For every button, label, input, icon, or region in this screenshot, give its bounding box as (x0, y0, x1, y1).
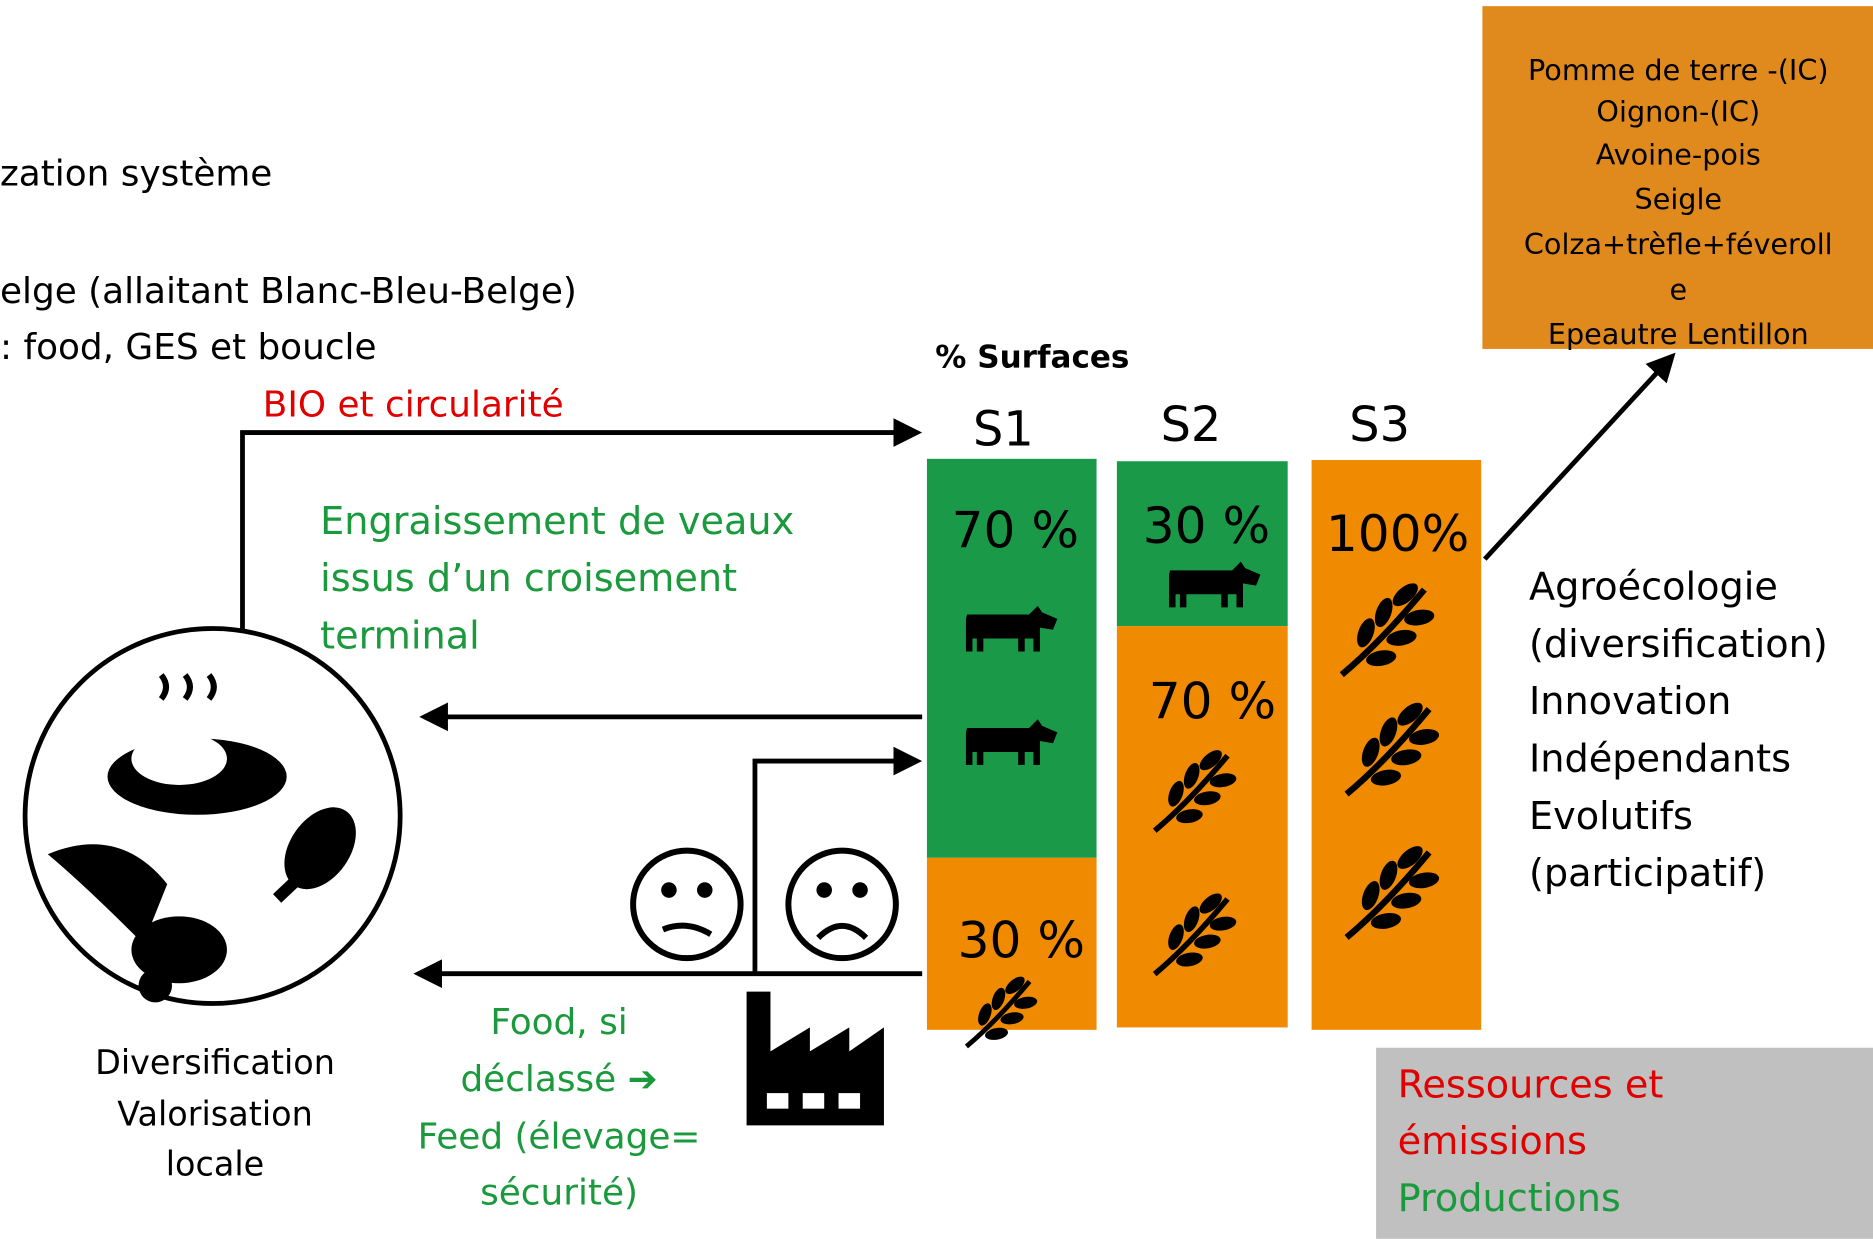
legend-item: émissions (1398, 1120, 1587, 1164)
principle: (diversification) (1529, 623, 1828, 667)
food-label: Food, si déclassé ➔ Feed (élevage= sécur… (418, 1002, 701, 1214)
segment-label: 30 % (958, 910, 1085, 969)
arrow (1485, 356, 1673, 559)
arrow-label: Food, si (490, 1002, 627, 1043)
principles: Agroécologie (diversification) Innovatio… (1529, 566, 1828, 897)
principle: Innovation (1529, 680, 1731, 724)
column-label: S3 (1349, 398, 1410, 453)
caption-line: locale (166, 1144, 264, 1183)
principle: (participatif) (1529, 852, 1766, 896)
legend-item: Productions (1398, 1177, 1621, 1221)
arrow-label: Feed (élevage= (418, 1117, 701, 1158)
crop: Seigle (1635, 182, 1723, 216)
arrow-label: issus d’un croisement (320, 557, 737, 601)
column-labels: S1 S2 S3 (973, 398, 1410, 458)
header-line: elge (allaitant Blanc-Bleu-Belge) (0, 271, 577, 312)
segment-label: 70 % (1149, 671, 1276, 730)
circle-caption: Diversification Valorisation locale (95, 1043, 335, 1184)
header-line: : food, GES et boucle (0, 327, 377, 368)
arrow-label: sécurité) (480, 1173, 638, 1214)
segment-label: 70 % (952, 501, 1079, 560)
arrow-label: BIO et circularité (263, 384, 564, 425)
header-line: zation système (0, 154, 272, 195)
segment-label: 30 % (1143, 496, 1270, 555)
crop: Oignon-(IC) (1596, 95, 1760, 129)
factory-windows (767, 1093, 860, 1109)
principle: Agroécologie (1529, 566, 1778, 610)
arrow-label: Engraissement de veaux (320, 500, 794, 544)
legend-item: Ressources et (1398, 1064, 1664, 1108)
crop: Epeautre Lentillon (1548, 317, 1809, 351)
arrow-label: déclassé ➔ (460, 1059, 657, 1100)
faces (633, 851, 896, 959)
page: zation système elge (allaitant Blanc-Ble… (0, 0, 1873, 1239)
header: zation système elge (allaitant Blanc-Ble… (0, 154, 577, 368)
surfaces-title: % Surfaces (935, 339, 1129, 375)
column-label: S2 (1161, 398, 1222, 453)
diagram: zation système elge (allaitant Blanc-Ble… (0, 0, 1873, 1239)
arrow-label: terminal (320, 615, 480, 659)
crop: Pomme de terre -(IC) (1528, 53, 1828, 87)
engraissement: Engraissement de veaux issus d’un croise… (320, 500, 794, 659)
principle: Evolutifs (1529, 795, 1693, 839)
segment-label: 100% (1326, 504, 1469, 563)
crop: Colza+trèfle+féveroll (1524, 227, 1833, 261)
column-label: S1 (973, 403, 1034, 458)
crop: Avoine-pois (1596, 138, 1761, 172)
crop: e (1669, 273, 1687, 307)
arrow (755, 761, 917, 974)
principle: Indépendants (1529, 738, 1791, 782)
caption-line: Valorisation (117, 1094, 313, 1133)
caption-line: Diversification (95, 1043, 335, 1082)
